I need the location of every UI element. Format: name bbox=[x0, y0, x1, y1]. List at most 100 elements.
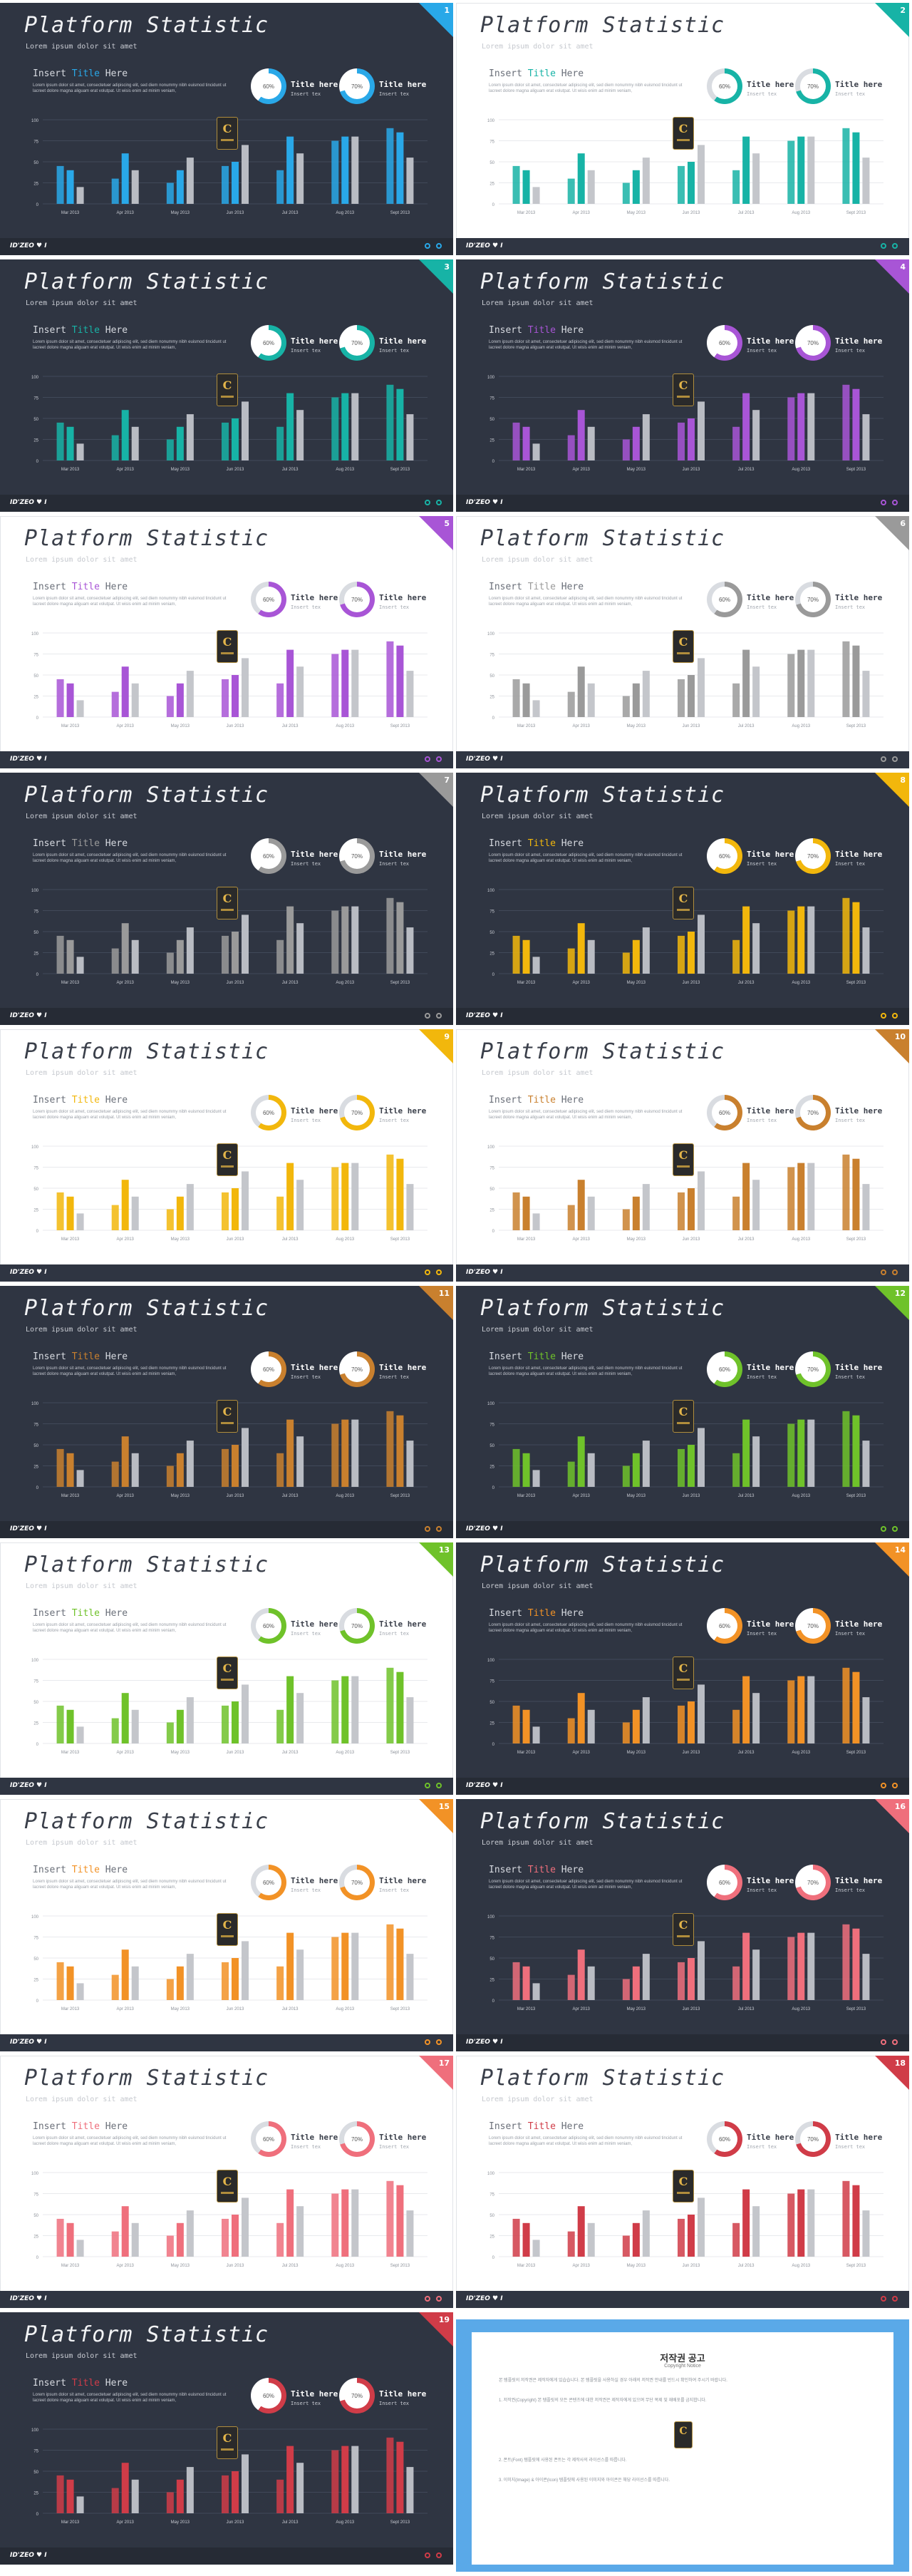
chart-bar bbox=[331, 1680, 339, 1743]
y-tick-label: 50 bbox=[33, 418, 38, 422]
chart-bar bbox=[76, 1726, 84, 1743]
chart-bar bbox=[131, 1453, 139, 1487]
chart-bar bbox=[276, 1966, 284, 2000]
body-text: Lorem ipsum dolor sit amet, consectetuer… bbox=[33, 2136, 227, 2146]
insert-title-suffix: Here bbox=[99, 1351, 128, 1362]
x-tick-label: Jun 2013 bbox=[683, 211, 700, 215]
x-tick-label: Jun 2013 bbox=[227, 2007, 244, 2011]
x-tick-label: Apr 2013 bbox=[573, 724, 591, 728]
chart-bar bbox=[121, 2206, 129, 2257]
donut-caption-title: Title here bbox=[835, 80, 883, 89]
chart-bar bbox=[396, 2441, 404, 2513]
slide-subtitle: Lorem ipsum dolor sit amet bbox=[482, 1839, 594, 1847]
chart-bar bbox=[577, 923, 585, 974]
percent-donut: 60% bbox=[251, 325, 286, 361]
footer-brand: ID'ZEO ♥ I bbox=[10, 1269, 47, 1276]
donut-value: 70% bbox=[344, 1613, 370, 1639]
chart-bar bbox=[587, 426, 595, 460]
slide-thumbnail[interactable]: 19 Platform Statistic Lorem ipsum dolor si… bbox=[0, 2312, 453, 2565]
slide-number: 2 bbox=[900, 6, 906, 15]
chart-bar bbox=[406, 1954, 414, 2000]
badge-letter: C bbox=[678, 1661, 688, 1675]
insert-title-word: Title bbox=[527, 2121, 556, 2132]
chart-bar bbox=[688, 162, 695, 204]
chart-bar bbox=[56, 1705, 64, 1743]
x-tick-label: Jun 2013 bbox=[683, 2007, 700, 2011]
bar-chart: 0 25 50 75 100 Mar 2013 Apr 2013 May 2013 Jun 20… bbox=[487, 376, 884, 472]
chart-bar bbox=[742, 1419, 750, 1487]
donut-caption-title: Title here bbox=[379, 1876, 427, 1885]
chart-bar bbox=[807, 1163, 815, 1230]
chart-bar bbox=[131, 2479, 139, 2513]
donut-caption-text: Insert tex bbox=[291, 1631, 321, 1637]
slide-thumbnail[interactable]: 8 Platform Statistic Lorem ipsum dolor sit… bbox=[456, 773, 909, 1025]
slide-number: 19 bbox=[438, 2315, 450, 2324]
donut-caption-text: Insert tex bbox=[835, 1118, 866, 1123]
donut-caption-title: Title here bbox=[379, 2133, 427, 2142]
chart-bar bbox=[522, 683, 530, 717]
chart-bar bbox=[186, 671, 194, 717]
slide-subtitle: Lorem ipsum dolor sit amet bbox=[26, 1839, 138, 1847]
insert-title-suffix: Here bbox=[555, 325, 584, 336]
chart-bar bbox=[296, 1180, 304, 1230]
slide-thumbnail[interactable]: 11 Platform Statistic Lorem ipsum dolor si… bbox=[0, 1286, 453, 1538]
slide-corner-marker bbox=[875, 773, 909, 807]
chart-bar bbox=[522, 1453, 530, 1487]
brand-logo: C bbox=[674, 2421, 693, 2448]
chart-bar bbox=[742, 136, 750, 204]
percent-donut: 60% bbox=[707, 1351, 742, 1387]
chart-bar bbox=[622, 1979, 630, 2000]
bar-chart: 0 25 50 75 100 Mar 2013 Apr 2013 May 2013 Jun 20… bbox=[487, 1915, 884, 2011]
x-tick-label: Mar 2013 bbox=[517, 211, 536, 215]
x-tick-label: May 2013 bbox=[171, 2007, 190, 2011]
chart-bar bbox=[111, 1974, 119, 2000]
donut-value: 70% bbox=[344, 843, 370, 869]
slide-thumbnail[interactable]: 14 Platform Statistic Lorem ipsum dolor si… bbox=[456, 1542, 909, 1795]
footer-brand: ID'ZEO ♥ I bbox=[10, 1782, 47, 1789]
slide-thumbnail[interactable]: 6 Platform Statistic Lorem ipsum dolor sit… bbox=[456, 516, 909, 768]
chart-bar bbox=[752, 1180, 760, 1230]
percent-donut: 60% bbox=[707, 1865, 742, 1900]
slide-thumbnail[interactable]: 15 Platform Statistic Lorem ipsum dolor si… bbox=[0, 1799, 453, 2051]
slide-thumbnail[interactable]: 2 Platform Statistic Lorem ipsum dolor sit… bbox=[456, 3, 909, 255]
chart-bar bbox=[807, 649, 815, 717]
insert-title-suffix: Here bbox=[99, 2121, 128, 2132]
chart-bar bbox=[698, 1941, 705, 2000]
chart-bar bbox=[351, 1932, 359, 2000]
chart-bar bbox=[176, 170, 184, 204]
chart-bar bbox=[111, 1205, 119, 1230]
slide-thumbnail[interactable]: 13 Platform Statistic Lorem ipsum dolor si… bbox=[0, 1542, 453, 1795]
slide-thumbnail[interactable]: 4 Platform Statistic Lorem ipsum dolor sit… bbox=[456, 259, 909, 512]
slide-subtitle: Lorem ipsum dolor sit amet bbox=[26, 1069, 138, 1077]
slide-thumbnail[interactable]: 1 Platform Statistic Lorem ipsum dolor sit… bbox=[0, 3, 453, 255]
x-tick-label: Sept 2013 bbox=[846, 1494, 866, 1498]
chart-bar bbox=[522, 170, 530, 204]
chart-bar bbox=[341, 1163, 349, 1230]
chart-bar bbox=[852, 645, 860, 717]
slide-thumbnail[interactable]: 7 Platform Statistic Lorem ipsum dolor sit… bbox=[0, 773, 453, 1025]
badge-letter: C bbox=[222, 2431, 232, 2445]
slide-thumbnail[interactable]: 9 Platform Statistic Lorem ipsum dolor sit… bbox=[0, 1029, 453, 1282]
x-tick-label: May 2013 bbox=[171, 468, 190, 472]
slide-thumbnail[interactable]: 3 Platform Statistic Lorem ipsum dolor sit… bbox=[0, 259, 453, 512]
slide-number: 1 bbox=[444, 6, 450, 15]
x-tick-label: Sept 2013 bbox=[390, 2264, 410, 2268]
slide-thumbnail[interactable]: 17 Platform Statistic Lorem ipsum dolor si… bbox=[0, 2056, 453, 2308]
slide-thumbnail[interactable]: 18 Platform Statistic Lorem ipsum dolor si… bbox=[456, 2056, 909, 2308]
chart-bar bbox=[351, 1163, 359, 1230]
slide-thumbnail[interactable]: 12 Platform Statistic Lorem ipsum dolor si… bbox=[456, 1286, 909, 1538]
x-tick-label: Sept 2013 bbox=[390, 211, 410, 215]
slide-thumbnail[interactable]: 16 Platform Statistic Lorem ipsum dolor si… bbox=[456, 1799, 909, 2051]
chart-bar bbox=[567, 1718, 575, 1743]
slide-thumbnail[interactable]: 10 Platform Statistic Lorem ipsum dolor si… bbox=[456, 1029, 909, 1282]
copyright-slide[interactable]: 저작권 공고 Copyright Notice 본 템플릿의 저작권은 제작자에… bbox=[456, 2319, 909, 2572]
chart-bar bbox=[512, 1962, 520, 2000]
slide-thumbnail[interactable]: 5 Platform Statistic Lorem ipsum dolor sit… bbox=[0, 516, 453, 768]
x-tick-label: Jun 2013 bbox=[227, 211, 244, 215]
chart-bar bbox=[787, 910, 795, 974]
insert-title-heading: Insert Title Here bbox=[33, 68, 128, 79]
chart-bar bbox=[688, 1445, 695, 1487]
insert-title-word: Title bbox=[71, 582, 100, 592]
chart-bar bbox=[331, 2193, 339, 2257]
chart-bar bbox=[222, 679, 229, 717]
